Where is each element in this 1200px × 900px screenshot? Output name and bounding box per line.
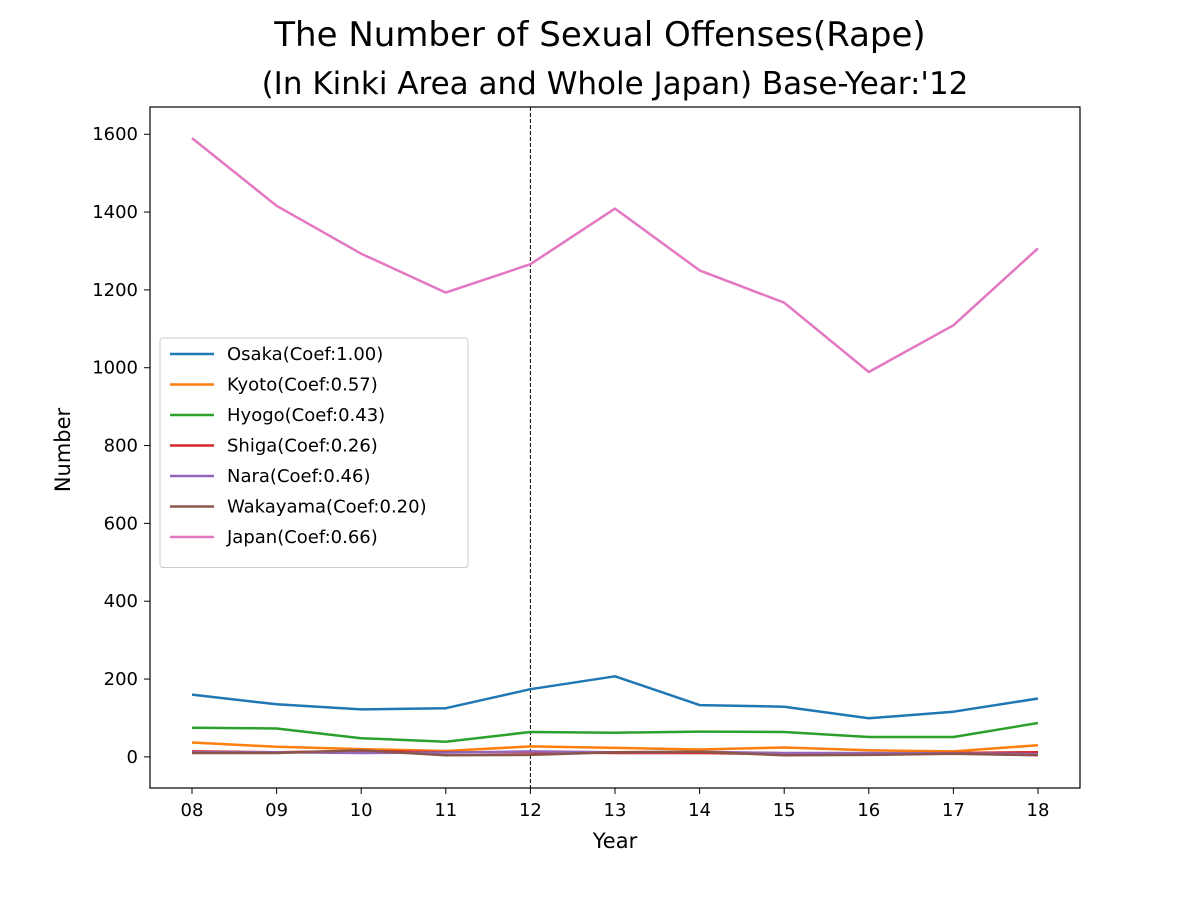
y-tick-label: 800	[104, 436, 138, 457]
y-tick-label: 0	[127, 747, 138, 768]
legend: Osaka(Coef:1.00) Kyoto(Coef:0.57) Hyogo(Co…	[159, 337, 469, 568]
legend-entry: Japan(Coef:0.66)	[226, 527, 378, 548]
legend-entry: Shiga(Coef:0.26)	[227, 436, 378, 457]
x-tick-label: 15	[773, 800, 796, 821]
x-tick-label: 10	[350, 800, 373, 821]
series-line-osaka	[191, 675, 1039, 720]
legend-entry: Wakayama(Coef:0.20)	[227, 497, 427, 518]
chart-title: The Number of Sexual Offenses(Rape)	[273, 15, 925, 55]
y-tick-label: 200	[104, 669, 138, 690]
series-line-wakayama	[192, 749, 1039, 757]
chart-subtitle: (In Kinki Area and Whole Japan) Base-Yea…	[262, 66, 969, 102]
y-tick-label: 1000	[92, 358, 138, 379]
legend-entry: Kyoto(Coef:0.57)	[227, 375, 378, 396]
x-tick-label: 09	[265, 800, 288, 821]
y-tick-label: 1400	[92, 202, 138, 223]
series-line-japan	[191, 137, 1039, 374]
legend-box	[159, 337, 469, 568]
x-tick-label: 14	[688, 800, 711, 821]
y-axis-ticks: 0 200 400 600 800 1000 1200 1400 1600	[92, 124, 150, 768]
series-line-hyogo	[191, 721, 1039, 743]
x-tick-label: 13	[604, 800, 627, 821]
y-axis-label: Number	[51, 407, 75, 492]
y-tick-label: 600	[104, 513, 138, 534]
legend-entry: Hyogo(Coef:0.43)	[227, 405, 385, 426]
x-axis-label: Year	[592, 829, 638, 853]
x-tick-label: 16	[857, 800, 880, 821]
y-tick-label: 400	[104, 591, 138, 612]
x-axis-ticks: 08 09 10 11 12 13 14 15 16 17 18	[181, 788, 1050, 821]
legend-entry: Nara(Coef:0.46)	[227, 466, 370, 487]
x-tick-label: 08	[181, 800, 204, 821]
y-tick-label: 1600	[92, 124, 138, 145]
x-tick-label: 18	[1027, 800, 1050, 821]
legend-entry: Osaka(Coef:1.00)	[227, 344, 383, 365]
series-line-kyoto	[191, 741, 1039, 753]
x-tick-label: 17	[942, 800, 965, 821]
x-tick-label: 12	[519, 800, 542, 821]
x-tick-label: 11	[434, 800, 457, 821]
y-tick-label: 1200	[92, 280, 138, 301]
